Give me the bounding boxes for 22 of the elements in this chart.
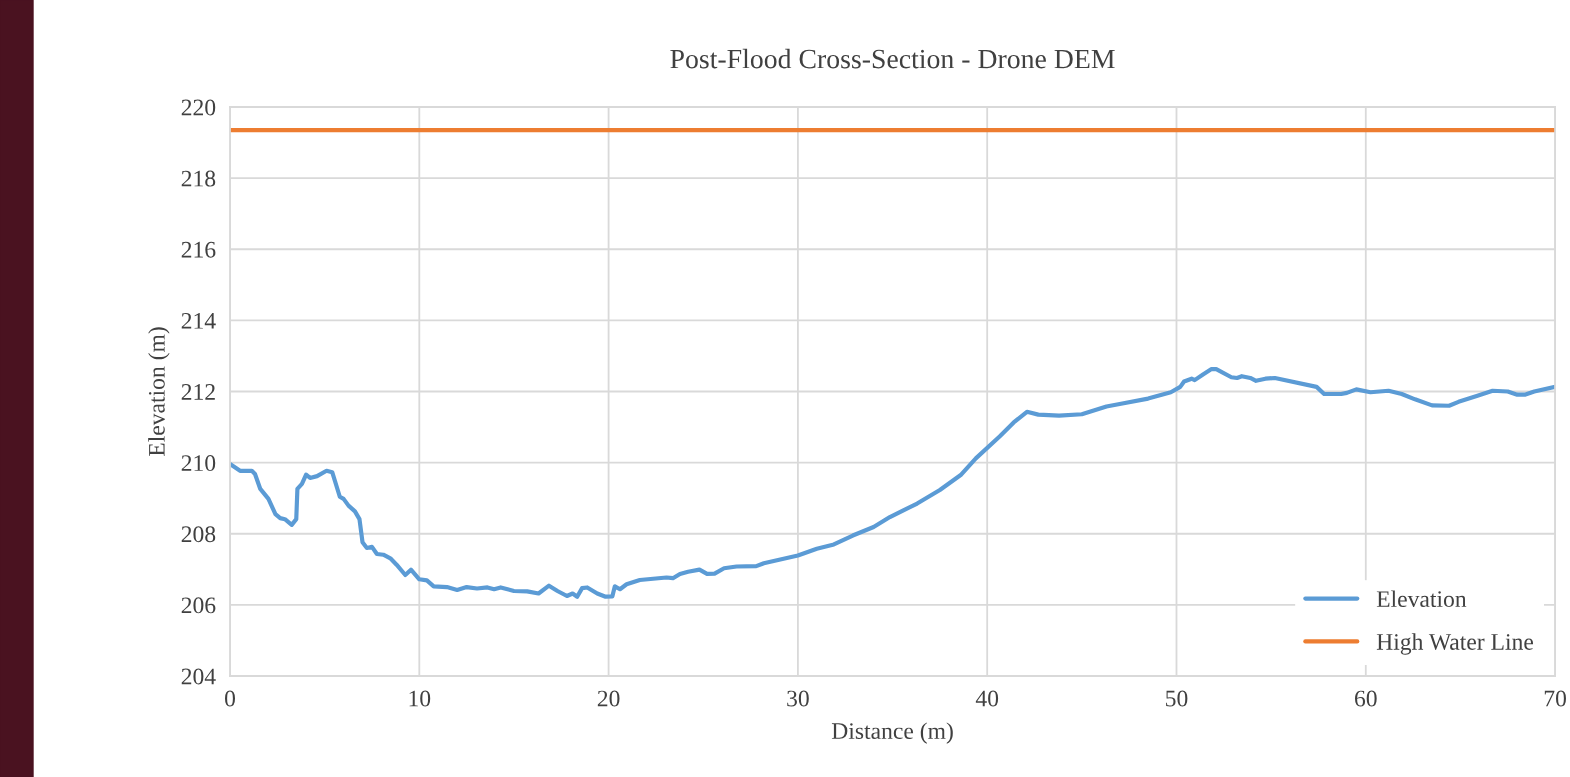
y-tick-label: 208 [181,526,216,543]
y-axis-title: Elevation (m) [148,327,170,457]
y-tick-label: 220 [181,99,216,116]
x-tick-label: 50 [1166,690,1188,707]
x-tick-label: 20 [597,690,620,707]
x-tick-label: 0 [225,690,236,707]
y-tick-label: 216 [181,241,216,258]
x-tick-label: 30 [787,690,809,707]
y-tick-label: 212 [181,384,215,400]
y-tick-label: 218 [181,170,216,187]
x-tick-label: 10 [409,690,431,707]
y-tick-label: 214 [181,312,216,329]
y-tick-label: 204 [181,668,216,685]
x-tick-label: 60 [1355,690,1377,707]
x-tick-label: 40 [975,690,999,707]
chart-title: Post-Flood Cross-Section - Drone DEM [670,48,1115,69]
y-tick-label: 206 [181,597,216,614]
x-tick-label: 70 [1544,690,1566,707]
y-tick-label: 210 [181,455,216,472]
legend-label: Elevation [1376,590,1467,608]
legend-label: High Water Line [1376,633,1534,655]
x-axis-title: Distance (m) [831,722,953,744]
